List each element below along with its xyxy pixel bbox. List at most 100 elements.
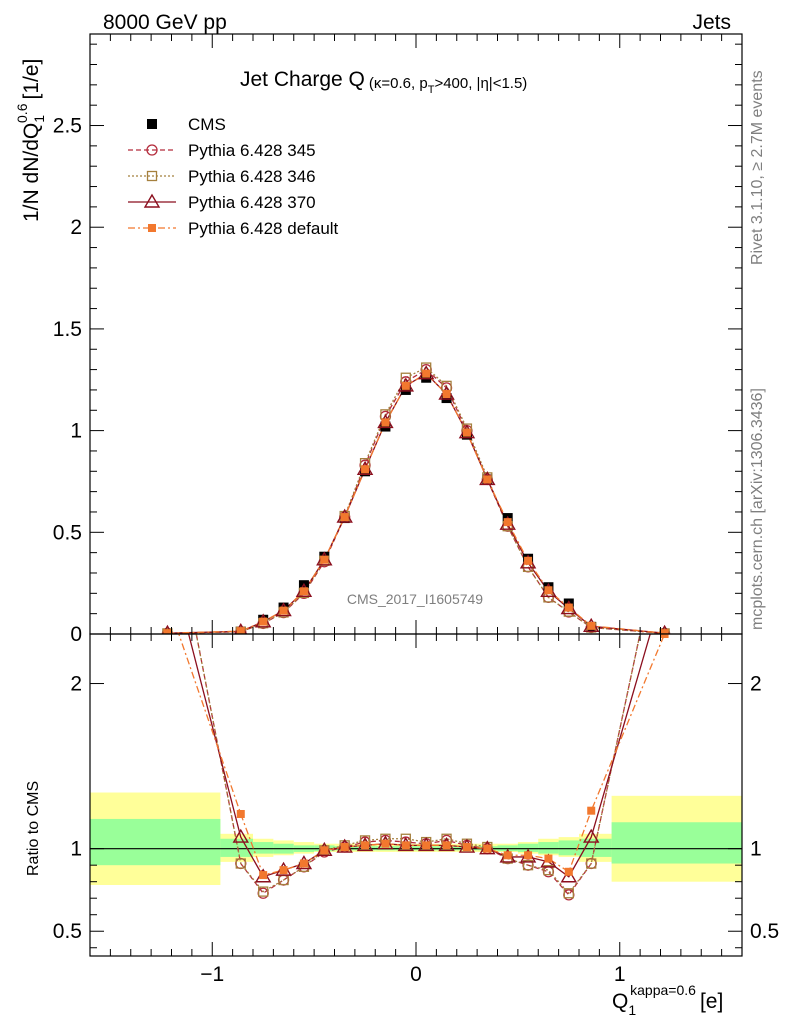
point-main-pdef-9: [401, 381, 410, 390]
point-main-pdef-3: [279, 606, 288, 615]
y-tick-label-ratio-left-1: 1: [70, 838, 82, 861]
line-main-p345: [167, 368, 665, 634]
legend-marker-pdef: [148, 224, 156, 232]
y-axis-label-sup: 0.6: [14, 103, 30, 123]
point-ratio-p346-2: [258, 886, 269, 897]
point-main-pdef-14: [503, 518, 512, 527]
point-ratio-pdef-14: [503, 851, 512, 860]
point-main-pdef-11: [442, 390, 451, 398]
point-ratio-p370-1: [232, 828, 249, 843]
band-green-15: [517, 843, 539, 852]
legend-label-pdef: Pythia 6.428 default: [188, 219, 339, 238]
chart-title-sub: (κ=0.6, p: [369, 75, 428, 92]
point-ratio-p345-19: [660, 513, 670, 523]
point-ratio-pdef-18: [587, 806, 596, 815]
point-ratio-p345-0: [162, 480, 172, 490]
point-ratio-pdef-0: [163, 597, 171, 605]
point-ratio-p345-2: [257, 887, 269, 899]
x-axis-label-sup: kappa=0.6: [630, 982, 696, 998]
band-green-0: [90, 818, 221, 866]
point-ratio-pdef-17: [564, 867, 573, 876]
x-tick-label-0: −1: [200, 963, 224, 986]
point-ratio-pdef-16: [544, 854, 553, 863]
cms-point-8: [380, 421, 391, 432]
y-axis-label-main: 1/N dN/dQ10.6 [1/e]: [14, 59, 47, 222]
chart-title-sub-rest: >400, |η|<1.5): [434, 75, 527, 92]
point-ratio-p346-15: [522, 860, 534, 871]
legend-marker-p370: [143, 193, 161, 208]
analysis-watermark: CMS_2017_I1605749: [347, 591, 483, 607]
point-ratio-p346-1: [235, 858, 246, 869]
point-ratio-pdef-19: [660, 634, 669, 638]
cms-point-17: [563, 598, 574, 609]
chart-title: Jet Charge Q (κ=0.6, pT>400, |η|<1.5): [240, 68, 527, 96]
point-main-pdef-2: [259, 617, 268, 626]
point-main-pdef-18: [587, 621, 596, 630]
legend-marker-CMS: [147, 119, 157, 129]
x-axis-label-text: Q: [612, 990, 628, 1013]
y-tick-label-ratio-left-0: 0.5: [53, 920, 82, 943]
x-tick-label-1: 0: [410, 963, 422, 986]
legend-marker-p345: [146, 144, 158, 156]
y-tick-label-main-0: 0: [70, 623, 82, 646]
x-tick-label-2: 1: [614, 963, 626, 986]
point-main-pdef-6: [340, 513, 349, 522]
process-label: Jets: [692, 11, 731, 34]
y-tick-label-main-5: 2.5: [53, 115, 82, 138]
cms-point-11: [441, 393, 452, 404]
y-tick-label-main-3: 1.5: [53, 318, 82, 341]
y-axis-label-ratio: Ratio to CMS: [25, 781, 42, 876]
chart-title-sub-t: T: [428, 84, 435, 96]
point-ratio-pdef-9: [401, 841, 410, 850]
legend: CMS Pythia 6.428 345 Pythia 6.428 346 Pythi…: [128, 115, 339, 238]
point-ratio-pdef-3: [279, 866, 288, 875]
energy-label: 8000 GeV pp: [103, 11, 227, 34]
point-main-pdef-1: [236, 627, 245, 634]
cms-point-9: [400, 384, 411, 395]
point-main-pdef-5: [320, 555, 329, 564]
legend-label-p345: Pythia 6.428 345: [188, 141, 316, 160]
band-green-2: [253, 842, 274, 854]
line-ratio-p346: [195, 634, 641, 895]
point-ratio-pdef-8: [381, 839, 390, 848]
legend-label-p370: Pythia 6.428 370: [188, 193, 316, 212]
band-green-17: [558, 840, 579, 856]
point-main-pdef-19: [660, 629, 669, 634]
point-ratio-pdef-10: [422, 841, 431, 850]
y-tick-label-main-4: 2: [70, 216, 82, 239]
x-axis-label-unit: [e]: [700, 990, 723, 1013]
point-ratio-pdef-4: [299, 859, 308, 868]
point-main-pdef-17: [564, 603, 573, 612]
point-main-pdef-12: [462, 428, 471, 437]
y-tick-label-ratio-left-2: 2: [70, 673, 82, 696]
main-axes: 0 0.5 1 1.5 2 2.5: [53, 34, 742, 646]
band-green-16: [538, 842, 559, 854]
x-axis-label-sub: 1: [628, 1002, 636, 1018]
main-panel-content: [161, 362, 671, 634]
y-tick-label-main-2: 1: [70, 420, 82, 443]
point-ratio-p346-0: [163, 481, 172, 490]
point-main-pdef-0: [163, 629, 172, 634]
point-ratio-p346-17: [563, 888, 574, 899]
y-tick-label-ratio-right-0: 0.5: [750, 920, 779, 943]
point-ratio-pdef-7: [361, 841, 370, 850]
mcplots-label: mcplots.cern.ch [arXiv:1306.3436]: [749, 388, 766, 630]
point-ratio-pdef-1: [236, 809, 245, 818]
point-ratio-p345-17: [563, 889, 575, 901]
x-axis-label: Q1 kappa=0.6 [e]: [612, 982, 723, 1018]
point-ratio-p370-18: [583, 828, 600, 843]
rivet-version-label: Rivet 3.1.10, ≥ 2.7M events: [749, 70, 766, 265]
y-axis-label-unit: [1/e]: [20, 59, 43, 100]
y-axis-label-text: 1/N dN/dQ: [20, 123, 43, 222]
point-ratio-pdef-5: [320, 846, 329, 855]
ratio-axes: −1 0 1 0.5 0.5 1 1 2 2: [53, 634, 779, 986]
point-main-pdef-8: [381, 418, 390, 427]
ratio-panel-content: [90, 480, 742, 901]
legend-label-CMS: CMS: [188, 115, 226, 134]
point-main-pdef-16: [544, 586, 553, 595]
y-tick-label-ratio-right-2: 2: [750, 673, 762, 696]
point-ratio-p345-16: [542, 866, 555, 878]
legend-marker-p346: [146, 170, 158, 182]
point-ratio-p370-0: [160, 544, 174, 556]
chart-title-main: Jet Charge Q: [240, 68, 365, 91]
